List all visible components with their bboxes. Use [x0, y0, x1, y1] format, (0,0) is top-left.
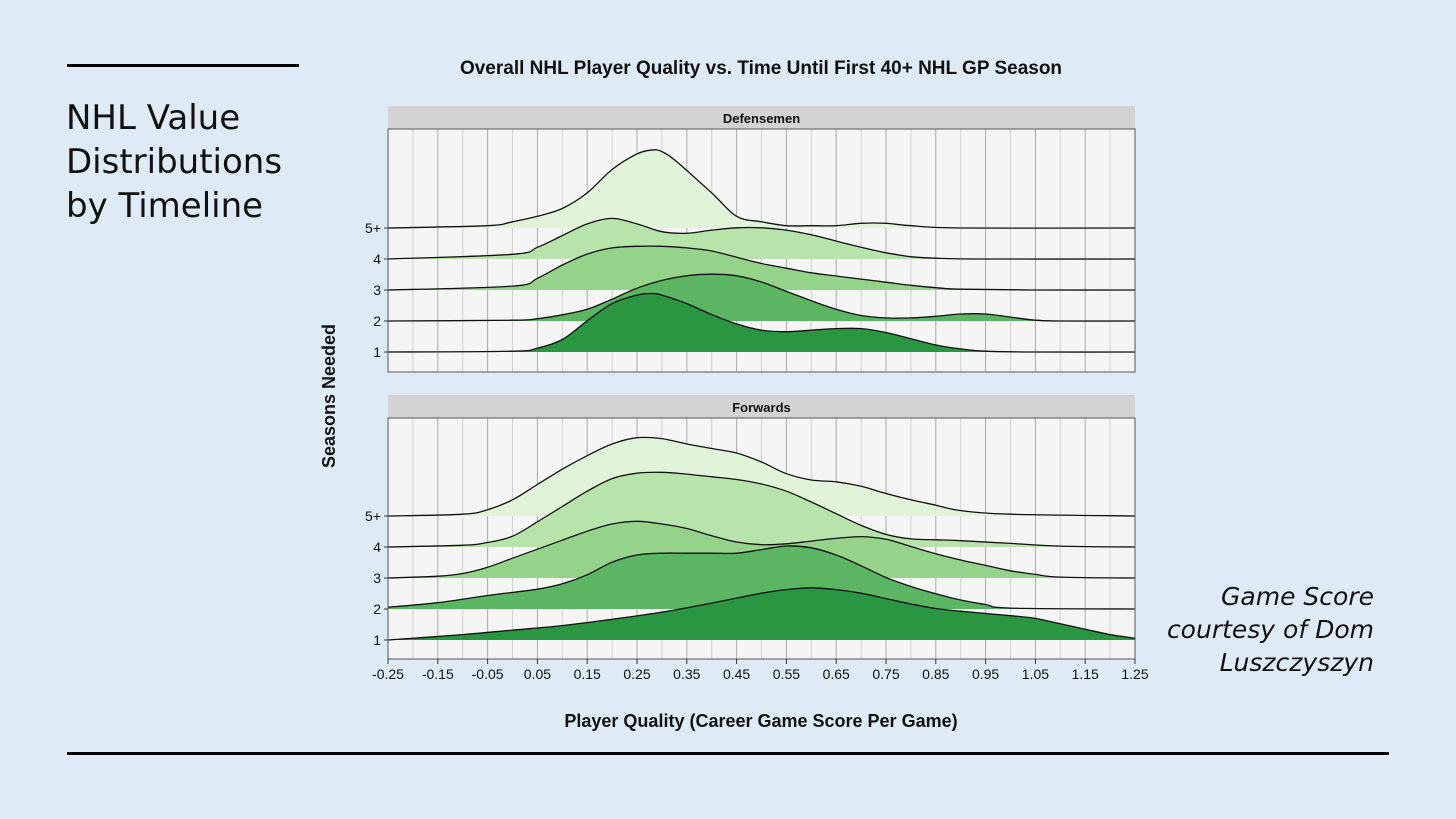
- panel-strip: [388, 395, 1135, 418]
- ridge-line-4: [387, 217, 1136, 260]
- ridge-line-5plus: [387, 436, 1136, 517]
- x-tick-label: 0.75: [872, 666, 899, 682]
- x-tick-label: 0.95: [972, 666, 999, 682]
- panel-defensemen: Defensemen 1 2 3 4 5+: [365, 106, 1136, 373]
- x-tick-label: 0.85: [922, 666, 949, 682]
- x-tick-label: 0.05: [524, 666, 551, 682]
- y-tick-label: 2: [373, 601, 381, 617]
- x-tick-label: 1.25: [1121, 666, 1148, 682]
- ridge-area-2: [388, 545, 1135, 609]
- x-tick-label: 1.15: [1072, 666, 1099, 682]
- ridge-area-4: [388, 218, 1135, 260]
- ridge-line-3: [387, 520, 1136, 579]
- y-tick-label: 3: [373, 282, 381, 298]
- y-tick-label: 3: [373, 570, 381, 586]
- panel-border: [387, 128, 1136, 373]
- top-rule: [67, 64, 299, 67]
- credit-text: Game Score courtesy of Dom Luszczyszyn: [1166, 582, 1374, 677]
- x-tick-label: 1.05: [1022, 666, 1049, 682]
- x-tick-label: 0.25: [623, 666, 650, 682]
- panel-border: [387, 417, 1136, 660]
- ridge-line-2: [387, 545, 1136, 610]
- x-axis: -0.25 -0.15 -0.05 0.05 0.15 0.25 0.35 0.45 0.55 0…: [372, 659, 1149, 682]
- panel-strip-label: Forwards: [732, 400, 791, 415]
- x-tick-label: 0.35: [673, 666, 700, 682]
- ridge-line-5plus: [387, 149, 1136, 229]
- y-tick-label: 5+: [365, 220, 381, 236]
- ridge-line-4: [387, 471, 1136, 548]
- ridge-line-2: [387, 273, 1136, 322]
- chart-title: Overall NHL Player Quality vs. Time Unti…: [460, 58, 1062, 79]
- slide-title: NHL Value Distributions by Timeline: [66, 98, 283, 226]
- x-axis-label: Player Quality (Career Game Score Per Ga…: [564, 711, 957, 731]
- x-tick-label: 0.45: [723, 666, 750, 682]
- y-axis-label: Seasons Needed: [319, 324, 339, 468]
- x-tick-label: 0.15: [574, 666, 601, 682]
- x-tick-label: -0.25: [372, 666, 404, 682]
- ridge-area-3: [388, 246, 1135, 291]
- y-tick-label: 2: [373, 313, 381, 329]
- panel-strip: [388, 106, 1135, 129]
- ridge-line-3: [387, 245, 1136, 291]
- x-tick-label: -0.15: [422, 666, 454, 682]
- ridge-area-4: [388, 472, 1135, 547]
- y-tick-label: 1: [373, 632, 381, 648]
- y-tick-label: 1: [373, 344, 381, 360]
- y-tick-label: 4: [373, 539, 381, 555]
- chart-panels: Defensemen 1 2 3 4 5+ Forwards 1 2 3 4 5+: [365, 106, 1136, 660]
- ridge-area-1: [388, 293, 1135, 353]
- x-tick-label: -0.05: [472, 666, 504, 682]
- panel-strip-label: Defensemen: [723, 111, 800, 126]
- y-tick-label: 4: [373, 251, 381, 267]
- x-tick-label: 0.55: [773, 666, 800, 682]
- ridge-area-5plus: [388, 149, 1135, 229]
- ridge-line-1: [387, 292, 1136, 353]
- x-tick-label: 0.65: [823, 666, 850, 682]
- ridge-line-1: [387, 587, 1136, 641]
- panel-forwards: Forwards 1 2 3 4 5+: [365, 395, 1136, 660]
- ridge-area-1: [388, 587, 1135, 640]
- bottom-rule: [67, 752, 1389, 755]
- ridge-area-2: [388, 274, 1135, 322]
- y-tick-label: 5+: [365, 508, 381, 524]
- ridge-area-5plus: [388, 437, 1135, 516]
